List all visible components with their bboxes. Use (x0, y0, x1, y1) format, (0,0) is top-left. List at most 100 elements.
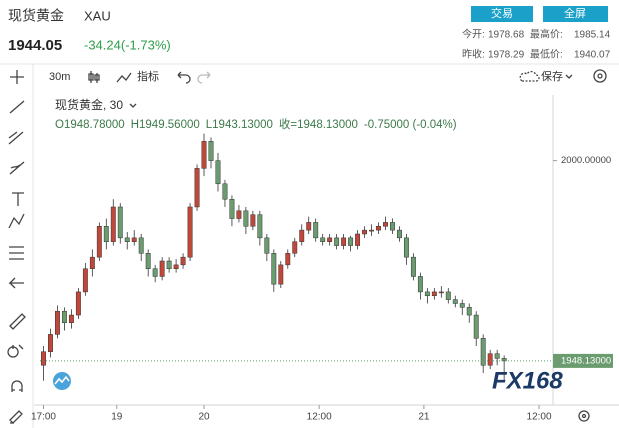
candle-body (96, 226, 102, 258)
candle-body (473, 314, 479, 339)
candle-body (313, 222, 319, 239)
candle-body (306, 222, 312, 231)
candle-type-button[interactable] (88, 71, 100, 83)
candle-body (215, 160, 221, 185)
stat-label: 今开: (462, 28, 485, 41)
candle-body (299, 229, 305, 242)
candle-body (68, 314, 74, 324)
candle-body (438, 291, 444, 294)
candle-body (390, 222, 395, 231)
x-tick-label: 12:00 (307, 412, 332, 423)
undo-button[interactable] (177, 71, 191, 84)
candle-body (466, 307, 472, 316)
x-tick-label: 20 (198, 412, 210, 423)
legend-dropdown[interactable] (129, 103, 137, 108)
x-tick-label: 21 (418, 412, 430, 423)
candle-body (396, 229, 402, 239)
ohlc-value: O1948.78000 (55, 119, 125, 131)
indicators-button[interactable]: 指标 (137, 69, 159, 83)
candle-body (320, 237, 326, 242)
candle-body (424, 291, 430, 297)
candle-body (236, 210, 242, 219)
candle-body (431, 291, 437, 297)
x-tick-label: 17:00 (31, 412, 56, 423)
candle-body (494, 353, 500, 359)
x-tick-label: 19 (111, 412, 123, 423)
candle-body (194, 168, 200, 208)
time-axis-settings[interactable] (578, 410, 590, 422)
candle-body (54, 310, 60, 335)
ohlc-value: 收=1948.13000 (279, 117, 358, 131)
candle-body (82, 268, 88, 293)
candle-body (410, 256, 416, 277)
stat-label: 最低价: (530, 48, 563, 61)
candle-body (61, 310, 67, 324)
fullscreen-button-label[interactable]: 全屏 (564, 6, 586, 20)
candle-body (103, 226, 109, 242)
ohlc-value: L1943.13000 (206, 119, 273, 131)
candle-body (229, 198, 235, 219)
candle-body (271, 253, 277, 285)
crosshair-tool[interactable] (10, 70, 24, 84)
stat-value: 1978.29 (488, 50, 525, 61)
watermark: FX168 (53, 367, 563, 394)
candle-body (417, 276, 423, 293)
settings-button[interactable] (593, 69, 607, 83)
trade-button[interactable] (471, 6, 533, 22)
candle-body (187, 206, 193, 258)
candle-body (445, 291, 451, 300)
save-dropdown[interactable] (565, 74, 573, 79)
legend-title: 现货黄金, 30 (55, 97, 123, 112)
candle-body (480, 337, 486, 366)
candle-body (334, 237, 340, 246)
candle-body (250, 214, 256, 227)
candle-body (75, 291, 81, 316)
y-tick-label: 2000.00000 (561, 155, 611, 166)
candle-body (110, 206, 116, 242)
stat-value: 1978.68 (488, 30, 525, 41)
candle-body (117, 206, 123, 239)
candle-body (138, 237, 144, 254)
trade-button-label[interactable]: 交易 (491, 6, 513, 20)
interval-button[interactable]: 30m (49, 71, 70, 83)
cloud-icon[interactable] (519, 70, 540, 82)
price-change: -34.24(-1.73%) (84, 37, 171, 52)
candle-body (173, 264, 179, 269)
candle-body (208, 141, 214, 161)
fullscreen-button[interactable] (543, 6, 608, 22)
candle-body (383, 222, 388, 227)
candle-body (201, 141, 207, 169)
drawing-tools[interactable] (7, 100, 26, 424)
ohlc-value: -0.75000 (-0.04%) (364, 119, 457, 131)
plot: 2000.00000 17:00 19 20 12:00 21 12:00 1948.1300… (31, 133, 613, 423)
redo-button[interactable] (197, 71, 211, 84)
candle-body (285, 253, 291, 266)
current-price: 1944.05 (8, 37, 62, 54)
candle-body (159, 260, 165, 277)
candle-body (403, 237, 409, 258)
candle-body (264, 237, 270, 254)
candle-body (341, 237, 347, 246)
watermark-text: FX168 (492, 367, 563, 394)
indicator-icon[interactable] (116, 72, 132, 83)
candle-body (452, 299, 458, 304)
candle-body (376, 226, 381, 231)
last-price-badge (553, 353, 613, 368)
ohlc-value: H1949.56000 (131, 119, 200, 131)
candle-body (89, 256, 95, 269)
stat-value: 1940.07 (574, 50, 611, 61)
ohlc-legend: O1948.78000 H1949.56000 L1943.13000 收=1948.… (55, 117, 457, 131)
stat-label: 最高价: (530, 28, 563, 41)
instrument-symbol: XAU (84, 8, 111, 23)
last-price-label: 1948.13000 (561, 355, 611, 366)
stat-label: 昨收: (462, 48, 485, 61)
candle-body (41, 351, 46, 366)
candle-body (145, 253, 151, 269)
candle-body (131, 237, 137, 242)
candle-body (278, 264, 284, 285)
candle-body (243, 210, 249, 227)
candle-body (362, 229, 368, 235)
candle-body (292, 241, 298, 254)
save-button[interactable]: 保存 (541, 69, 563, 83)
